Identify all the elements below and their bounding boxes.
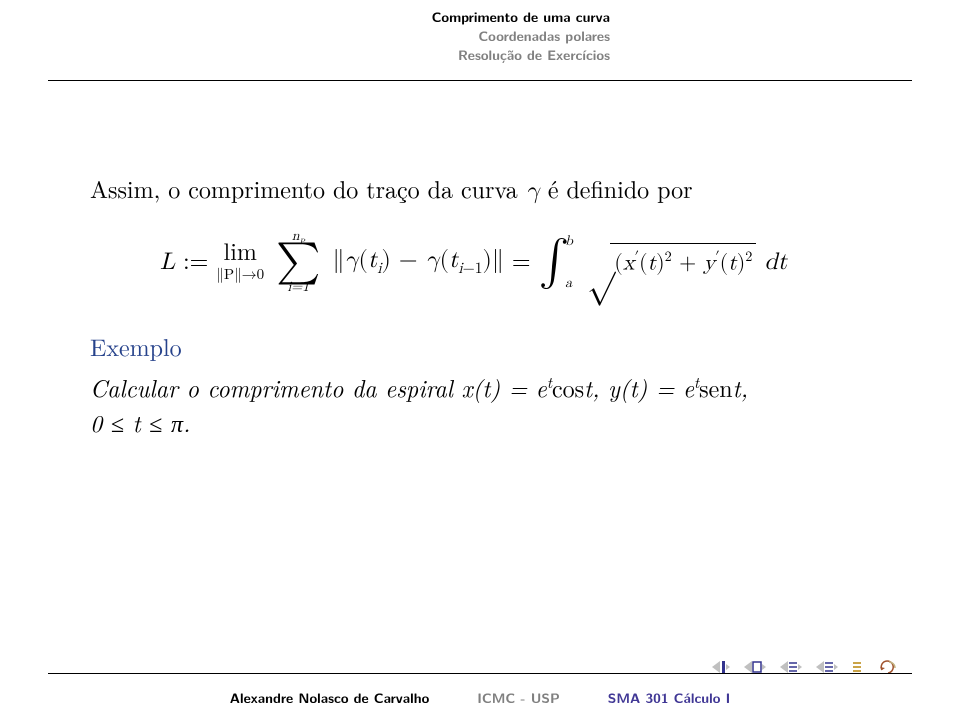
sqrt-symbol: √: [587, 252, 615, 276]
integral-symbol: ∫: [539, 243, 570, 280]
sqrt-body: (x′(t)2 + y′(t)2: [610, 243, 756, 280]
gamma-symbol: γ: [526, 179, 540, 203]
header-rule: [48, 80, 912, 81]
footer-rule: [48, 673, 912, 674]
example-line-2: 0 ≤ t ≤ π.: [90, 405, 190, 439]
equals: =: [512, 244, 531, 280]
nav-refresh-icon[interactable]: [880, 660, 898, 674]
intro-text-post: é definido por: [540, 171, 693, 205]
integral-lower: a: [565, 276, 573, 290]
arc-length-formula: L := lim ∥P∥→0 nP ∑ i=1 ∥γ(ti) − γ(ti−1)…: [160, 229, 870, 294]
slide-content: Assim, o comprimento do traço da curva γ…: [90, 170, 870, 440]
summand: ∥γ(ti) − γ(ti−1)∥: [332, 242, 503, 281]
sigma-symbol: ∑: [276, 245, 320, 281]
header-line-1: Comprimento de uma curva: [350, 8, 610, 27]
formula-assign: :=: [183, 244, 208, 280]
integral-block: ∫ b a: [539, 243, 573, 280]
lim-text: lim: [224, 241, 257, 265]
example-body: Calcular o comprimento da espiral x(t) =…: [90, 370, 870, 440]
footer-course: SMA 301 Cálculo I: [608, 688, 730, 708]
dt: dt: [764, 244, 787, 280]
slide-header: Comprimento de uma curva Coordenadas pol…: [0, 8, 960, 65]
nav-next-icon[interactable]: [816, 661, 838, 673]
nav-prev-icon[interactable]: [780, 661, 802, 673]
header-line-3: Resolução de Exercícios: [350, 46, 610, 65]
formula-L: L: [160, 244, 175, 280]
limit-block: lim ∥P∥→0: [216, 241, 264, 282]
slide-footer: Alexandre Nolasco de Carvalho ICMC - USP…: [0, 688, 960, 708]
nav-prev-section-icon[interactable]: [744, 661, 766, 673]
nav-end-icon[interactable]: [852, 661, 866, 673]
sum-lower: i=1: [287, 280, 309, 294]
example-heading: Exemplo: [90, 328, 870, 364]
footer-author: Alexandre Nolasco de Carvalho: [230, 688, 430, 708]
nav-bar: [712, 660, 898, 674]
lim-subscript: ∥P∥→0: [216, 267, 264, 282]
sum-block: nP ∑ i=1: [276, 229, 320, 294]
footer-institution: ICMC - USP: [477, 688, 560, 708]
integral-upper: b: [565, 234, 573, 248]
sqrt-block: √ (x′(t)2 + y′(t)2: [587, 243, 756, 280]
intro-text-pre: Assim, o comprimento do traço da curva: [90, 171, 526, 205]
header-line-2: Coordenadas polares: [350, 27, 610, 46]
intro-paragraph: Assim, o comprimento do traço da curva γ…: [90, 170, 870, 209]
nav-first-icon[interactable]: [712, 661, 730, 673]
